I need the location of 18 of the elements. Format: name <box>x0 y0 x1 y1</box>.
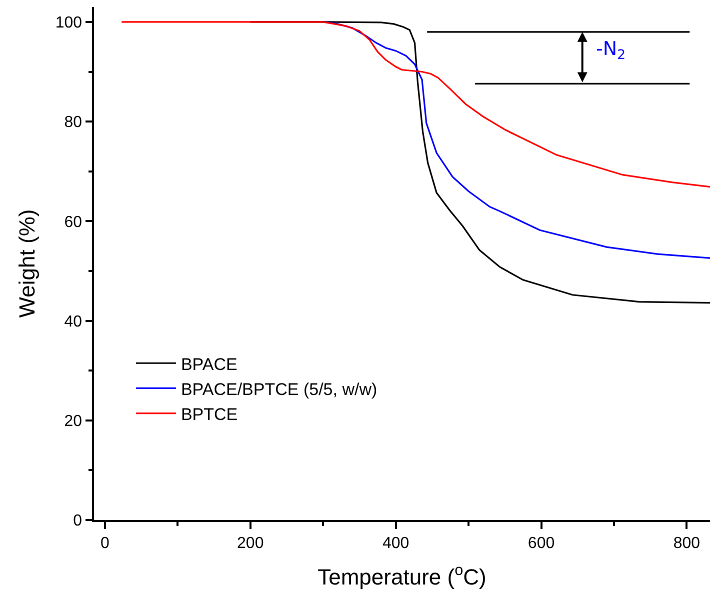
y-axis-title: Weight (%) <box>14 209 40 318</box>
legend-label: BPTCE <box>180 404 238 424</box>
y-tick-label: 20 <box>64 412 82 430</box>
annotation: -N$_{2}$ <box>596 38 626 63</box>
legend-label: BPACE/BPTCE (5/5, w/w) <box>180 380 378 399</box>
x-tick-label: 400 <box>382 534 410 552</box>
y-tick-label: 40 <box>64 313 82 330</box>
x-tick-label: 800 <box>673 534 700 552</box>
x-axis-title: Temperature ($^{o}$C) <box>318 562 486 590</box>
y-tick-label: 100 <box>55 14 82 32</box>
y-tick-label: 0 <box>73 512 82 530</box>
x-tick-label: 200 <box>237 534 264 552</box>
legend-label: BPACE <box>180 354 238 374</box>
x-tick-label: 600 <box>528 534 555 552</box>
y-tick-label: 80 <box>64 114 82 132</box>
line-series <box>120 21 710 188</box>
x-tick-label: 0 <box>100 534 110 552</box>
y-tick-label: 60 <box>64 214 82 231</box>
